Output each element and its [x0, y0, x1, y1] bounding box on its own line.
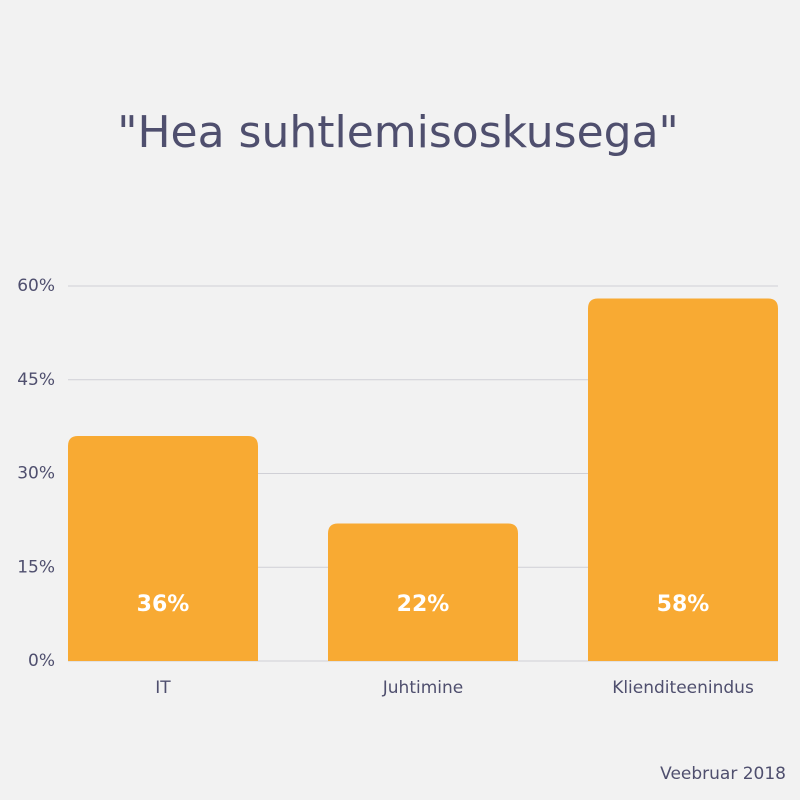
chart-title: "Hea suhtlemisoskusega" [117, 107, 679, 158]
y-tick-label: 15% [17, 557, 55, 577]
y-tick-label: 60% [17, 276, 55, 296]
bar [328, 523, 518, 661]
value-label: 36% [137, 592, 190, 617]
x-tick-label: Klienditeenindus [612, 678, 754, 698]
x-tick-label: IT [155, 678, 171, 698]
y-tick-label: 0% [28, 651, 55, 671]
x-tick-label: Juhtimine [382, 678, 463, 698]
value-label: 58% [657, 592, 710, 617]
y-tick-label: 45% [17, 370, 55, 390]
value-label: 22% [397, 592, 450, 617]
bar [588, 298, 778, 661]
bar [68, 436, 258, 661]
y-tick-label: 30% [17, 464, 55, 484]
footnote: Veebruar 2018 [660, 764, 786, 784]
